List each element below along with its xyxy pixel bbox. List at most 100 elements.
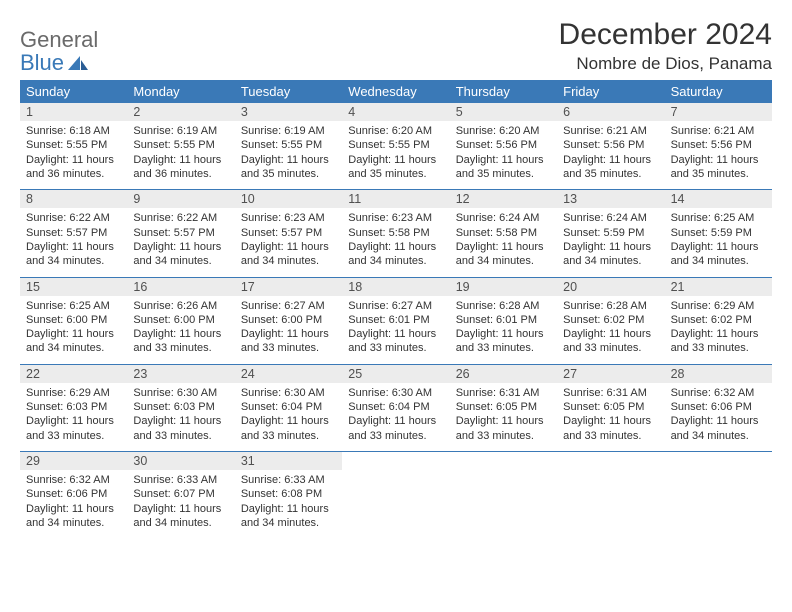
sunset-text: Sunset: 5:56 PM xyxy=(563,138,658,152)
sunset-text: Sunset: 6:00 PM xyxy=(26,313,121,327)
sunrise-text: Sunrise: 6:26 AM xyxy=(133,299,228,313)
sunrise-text: Sunrise: 6:27 AM xyxy=(348,299,443,313)
location-text: Nombre de Dios, Panama xyxy=(559,54,772,74)
sunrise-text: Sunrise: 6:28 AM xyxy=(456,299,551,313)
daylight-text: Daylight: 11 hours and 36 minutes. xyxy=(133,153,228,182)
day-number: 28 xyxy=(665,365,772,383)
day-number: 22 xyxy=(20,365,127,383)
sunrise-text: Sunrise: 6:24 AM xyxy=(563,211,658,225)
day-number: 9 xyxy=(127,190,234,208)
day-cell: 7Sunrise: 6:21 AMSunset: 5:56 PMDaylight… xyxy=(665,103,772,189)
sunset-text: Sunset: 6:06 PM xyxy=(671,400,766,414)
day-cell: 21Sunrise: 6:29 AMSunset: 6:02 PMDayligh… xyxy=(665,278,772,364)
sunrise-text: Sunrise: 6:33 AM xyxy=(133,473,228,487)
day-cell: 15Sunrise: 6:25 AMSunset: 6:00 PMDayligh… xyxy=(20,278,127,364)
day-cell xyxy=(450,452,557,538)
sunrise-text: Sunrise: 6:32 AM xyxy=(671,386,766,400)
day-cell: 10Sunrise: 6:23 AMSunset: 5:57 PMDayligh… xyxy=(235,190,342,276)
day-cell: 20Sunrise: 6:28 AMSunset: 6:02 PMDayligh… xyxy=(557,278,664,364)
weekday-wednesday: Wednesday xyxy=(342,80,449,103)
daylight-text: Daylight: 11 hours and 35 minutes. xyxy=(456,153,551,182)
daylight-text: Daylight: 11 hours and 36 minutes. xyxy=(26,153,121,182)
daylight-text: Daylight: 11 hours and 33 minutes. xyxy=(456,414,551,443)
week-row: 1Sunrise: 6:18 AMSunset: 5:55 PMDaylight… xyxy=(20,103,772,190)
sunset-text: Sunset: 6:00 PM xyxy=(241,313,336,327)
sunrise-text: Sunrise: 6:18 AM xyxy=(26,124,121,138)
sunset-text: Sunset: 5:56 PM xyxy=(456,138,551,152)
day-cell: 11Sunrise: 6:23 AMSunset: 5:58 PMDayligh… xyxy=(342,190,449,276)
day-body: Sunrise: 6:25 AMSunset: 5:59 PMDaylight:… xyxy=(665,208,772,268)
daylight-text: Daylight: 11 hours and 34 minutes. xyxy=(133,240,228,269)
day-number: 3 xyxy=(235,103,342,121)
sunrise-text: Sunrise: 6:21 AM xyxy=(671,124,766,138)
day-number: 1 xyxy=(20,103,127,121)
sunset-text: Sunset: 5:55 PM xyxy=(241,138,336,152)
day-cell xyxy=(342,452,449,538)
daylight-text: Daylight: 11 hours and 34 minutes. xyxy=(241,502,336,531)
daylight-text: Daylight: 11 hours and 33 minutes. xyxy=(241,327,336,356)
day-number: 19 xyxy=(450,278,557,296)
day-number: 8 xyxy=(20,190,127,208)
sunrise-text: Sunrise: 6:23 AM xyxy=(348,211,443,225)
day-body: Sunrise: 6:23 AMSunset: 5:58 PMDaylight:… xyxy=(342,208,449,268)
day-number: 23 xyxy=(127,365,234,383)
day-body: Sunrise: 6:24 AMSunset: 5:59 PMDaylight:… xyxy=(557,208,664,268)
day-body: Sunrise: 6:25 AMSunset: 6:00 PMDaylight:… xyxy=(20,296,127,356)
day-body: Sunrise: 6:30 AMSunset: 6:04 PMDaylight:… xyxy=(342,383,449,443)
day-number: 4 xyxy=(342,103,449,121)
sunrise-text: Sunrise: 6:29 AM xyxy=(671,299,766,313)
day-body: Sunrise: 6:28 AMSunset: 6:01 PMDaylight:… xyxy=(450,296,557,356)
daylight-text: Daylight: 11 hours and 35 minutes. xyxy=(563,153,658,182)
sunrise-text: Sunrise: 6:21 AM xyxy=(563,124,658,138)
sunset-text: Sunset: 6:00 PM xyxy=(133,313,228,327)
day-cell: 26 Sunrise: 6:31 AMSunset: 6:05 PMDayligh… xyxy=(450,365,557,451)
day-number: 26 xyxy=(450,365,557,383)
weekday-thursday: Thursday xyxy=(450,80,557,103)
day-body: Sunrise: 6:32 AMSunset: 6:06 PMDaylight:… xyxy=(665,383,772,443)
day-number: 30 xyxy=(127,452,234,470)
sunrise-text: Sunrise: 6:31 AM xyxy=(456,386,551,400)
day-cell: 3Sunrise: 6:19 AMSunset: 5:55 PMDaylight… xyxy=(235,103,342,189)
day-body: Sunrise: 6:21 AMSunset: 5:56 PMDaylight:… xyxy=(665,121,772,181)
day-body: Sunrise: 6:23 AMSunset: 5:57 PMDaylight:… xyxy=(235,208,342,268)
sunset-text: Sunset: 5:55 PM xyxy=(133,138,228,152)
weekday-sunday: Sunday xyxy=(20,80,127,103)
day-cell: 2Sunrise: 6:19 AMSunset: 5:55 PMDaylight… xyxy=(127,103,234,189)
day-number: 14 xyxy=(665,190,772,208)
day-body: Sunrise: 6:26 AMSunset: 6:00 PMDaylight:… xyxy=(127,296,234,356)
daylight-text: Daylight: 11 hours and 33 minutes. xyxy=(348,327,443,356)
day-cell: 13Sunrise: 6:24 AMSunset: 5:59 PMDayligh… xyxy=(557,190,664,276)
day-body: Sunrise: 6:28 AMSunset: 6:02 PMDaylight:… xyxy=(557,296,664,356)
day-cell: 16Sunrise: 6:26 AMSunset: 6:00 PMDayligh… xyxy=(127,278,234,364)
day-cell: 17Sunrise: 6:27 AMSunset: 6:00 PMDayligh… xyxy=(235,278,342,364)
day-body: Sunrise: 6:33 AMSunset: 6:08 PMDaylight:… xyxy=(235,470,342,530)
day-body: Sunrise: 6:20 AMSunset: 5:55 PMDaylight:… xyxy=(342,121,449,181)
sunrise-text: Sunrise: 6:30 AM xyxy=(241,386,336,400)
daylight-text: Daylight: 11 hours and 34 minutes. xyxy=(26,502,121,531)
title-block: December 2024 Nombre de Dios, Panama xyxy=(559,18,772,74)
sunrise-text: Sunrise: 6:22 AM xyxy=(26,211,121,225)
day-cell: 18Sunrise: 6:27 AMSunset: 6:01 PMDayligh… xyxy=(342,278,449,364)
sunrise-text: Sunrise: 6:25 AM xyxy=(26,299,121,313)
daylight-text: Daylight: 11 hours and 34 minutes. xyxy=(671,414,766,443)
daylight-text: Daylight: 11 hours and 33 minutes. xyxy=(133,327,228,356)
day-cell: 1Sunrise: 6:18 AMSunset: 5:55 PMDaylight… xyxy=(20,103,127,189)
sunrise-text: Sunrise: 6:22 AM xyxy=(133,211,228,225)
sunrise-text: Sunrise: 6:30 AM xyxy=(133,386,228,400)
week-row: 29Sunrise: 6:32 AMSunset: 6:06 PMDayligh… xyxy=(20,452,772,538)
sunrise-text: Sunrise: 6:30 AM xyxy=(348,386,443,400)
daylight-text: Daylight: 11 hours and 34 minutes. xyxy=(26,327,121,356)
day-cell: 24Sunrise: 6:30 AMSunset: 6:04 PMDayligh… xyxy=(235,365,342,451)
day-number: 25 xyxy=(342,365,449,383)
day-body: Sunrise: 6:27 AMSunset: 6:01 PMDaylight:… xyxy=(342,296,449,356)
header: General Blue December 2024 Nombre de Dio… xyxy=(20,18,772,74)
sunrise-text: Sunrise: 6:32 AM xyxy=(26,473,121,487)
day-number: 13 xyxy=(557,190,664,208)
sunrise-text: Sunrise: 6:28 AM xyxy=(563,299,658,313)
sunset-text: Sunset: 6:04 PM xyxy=(348,400,443,414)
sunset-text: Sunset: 5:58 PM xyxy=(348,226,443,240)
daylight-text: Daylight: 11 hours and 33 minutes. xyxy=(563,327,658,356)
sunset-text: Sunset: 6:05 PM xyxy=(456,400,551,414)
day-number: 2 xyxy=(127,103,234,121)
day-number: 16 xyxy=(127,278,234,296)
